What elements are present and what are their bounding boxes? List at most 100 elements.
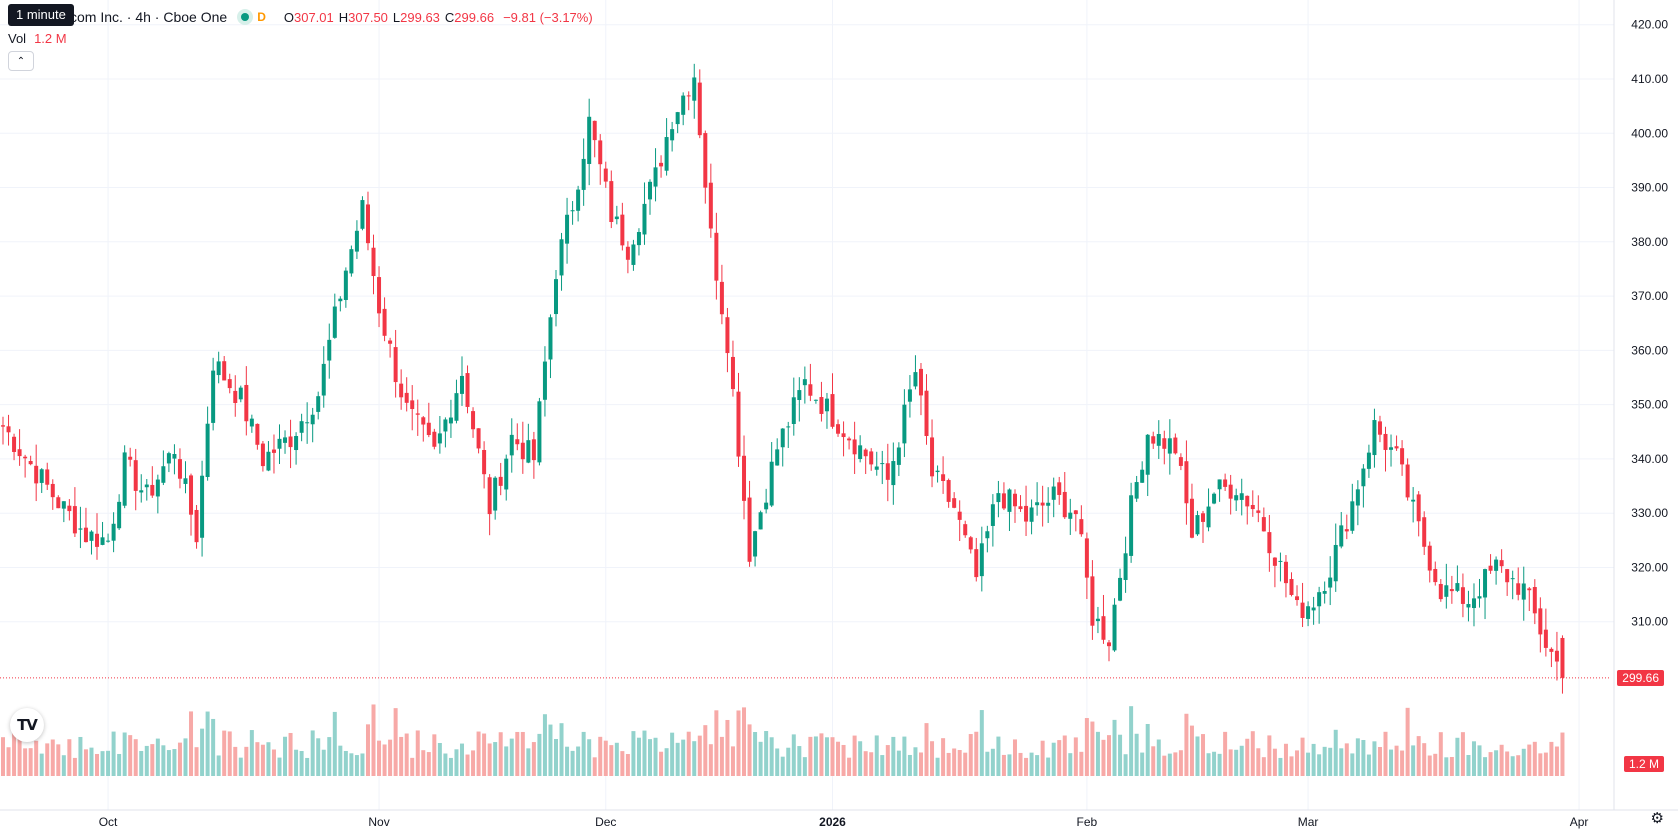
volume-bar (1416, 736, 1421, 776)
tradingview-logo-icon[interactable]: TV (10, 708, 44, 742)
candle-body (985, 531, 990, 539)
candle-body (1189, 498, 1194, 538)
candle-body (1040, 502, 1045, 506)
candle-body (542, 361, 547, 400)
volume-bar (1344, 743, 1349, 776)
candle-body (1283, 561, 1288, 584)
volume-bar (697, 735, 702, 776)
volume-bar (670, 732, 675, 776)
candle-body (1366, 452, 1371, 469)
volume-bar (1516, 755, 1521, 776)
candle-body (95, 533, 100, 547)
candle-body (1217, 479, 1222, 490)
candle-body (1101, 616, 1106, 640)
volume-bar (1400, 750, 1405, 776)
symbol-title[interactable]: com Inc. · 4h · Cboe One (70, 9, 228, 25)
candle-body (1333, 544, 1338, 582)
market-status-icon[interactable] (237, 9, 254, 25)
candle-body (172, 454, 177, 459)
candle-body (758, 512, 763, 530)
volume-bar (1510, 756, 1515, 776)
candle-body (437, 433, 442, 444)
volume-bar (161, 745, 166, 776)
data-delay-badge[interactable]: D (257, 10, 266, 24)
candle-body (1389, 447, 1394, 450)
candle-body (780, 428, 785, 448)
candle-body (327, 339, 332, 361)
volume-bar (1405, 707, 1410, 776)
volume-bar (133, 739, 138, 776)
volume-bar (487, 743, 492, 776)
candle-body (592, 120, 597, 141)
candle-body (255, 423, 260, 445)
candle-body (880, 463, 885, 465)
volume-bar (39, 753, 44, 776)
settings-gear-icon[interactable]: ⚙ (1650, 810, 1664, 827)
volume-bar (476, 731, 481, 776)
x-tick-label: Dec (595, 815, 616, 829)
candle-body (719, 281, 724, 315)
candle-body (388, 340, 393, 344)
candle-body (603, 168, 608, 182)
candle-body (459, 375, 464, 394)
candle-body (526, 440, 531, 463)
time-axis[interactable]: Oct Nov Dec 2026 Feb Mar Apr (0, 809, 1678, 829)
candle-body (205, 423, 210, 477)
collapse-legend-button[interactable]: ⌃ (8, 51, 34, 71)
volume-bar (6, 747, 11, 776)
candle-body (902, 404, 907, 444)
candle-body (211, 370, 216, 423)
candle-body (930, 437, 935, 477)
y-tick-label: 350.00 (1631, 398, 1668, 412)
candle-body (1084, 538, 1089, 578)
volume-bar (625, 754, 630, 776)
candle-body (642, 203, 647, 235)
volume-bar (708, 744, 713, 776)
candle-body (1228, 484, 1233, 499)
candle-body (122, 452, 127, 506)
candle-body (565, 214, 570, 244)
candle-body (1444, 585, 1449, 597)
volume-bar (294, 749, 299, 776)
candle-body (244, 384, 249, 422)
candle-body (979, 543, 984, 577)
volume-bar (515, 731, 520, 776)
candle-body (493, 477, 498, 511)
volume-bar (50, 739, 55, 776)
volume-bar (1095, 731, 1100, 776)
volume-bar (360, 753, 365, 776)
volume-bar (139, 750, 144, 776)
volume-bar (382, 744, 387, 776)
candle-body (1466, 604, 1471, 608)
volume-bar (1156, 739, 1161, 776)
volume-bar (1471, 741, 1476, 776)
volume-bar (316, 738, 321, 776)
y-tick-label: 410.00 (1631, 72, 1668, 86)
candle-body (12, 436, 17, 452)
candle-body (885, 463, 890, 480)
volume-bar (327, 737, 332, 776)
candle-body (664, 137, 669, 171)
volume-bar (1527, 744, 1532, 776)
volume-bar (277, 757, 282, 776)
volume-bar (443, 753, 448, 776)
volume-bar (1129, 706, 1134, 776)
volume-bar (935, 757, 940, 776)
volume-bar (17, 733, 22, 776)
candle-body (1151, 436, 1156, 444)
price-axis[interactable]: 310.00 320.00 330.00 340.00 350.00 360.00 370.… (1613, 0, 1668, 810)
candle-body (570, 210, 575, 212)
volume-bar (730, 746, 735, 776)
candle-body (1079, 519, 1084, 535)
candle-body (1206, 506, 1211, 528)
candle-body (288, 436, 293, 448)
volume-bar (824, 737, 829, 776)
candle-body (454, 393, 459, 421)
volume-bar (874, 735, 879, 776)
volume-bar (504, 746, 509, 776)
volume-bar (996, 736, 1001, 776)
candle-body (1372, 420, 1377, 456)
volume-bar (542, 714, 547, 776)
volume-bar (1306, 752, 1311, 776)
